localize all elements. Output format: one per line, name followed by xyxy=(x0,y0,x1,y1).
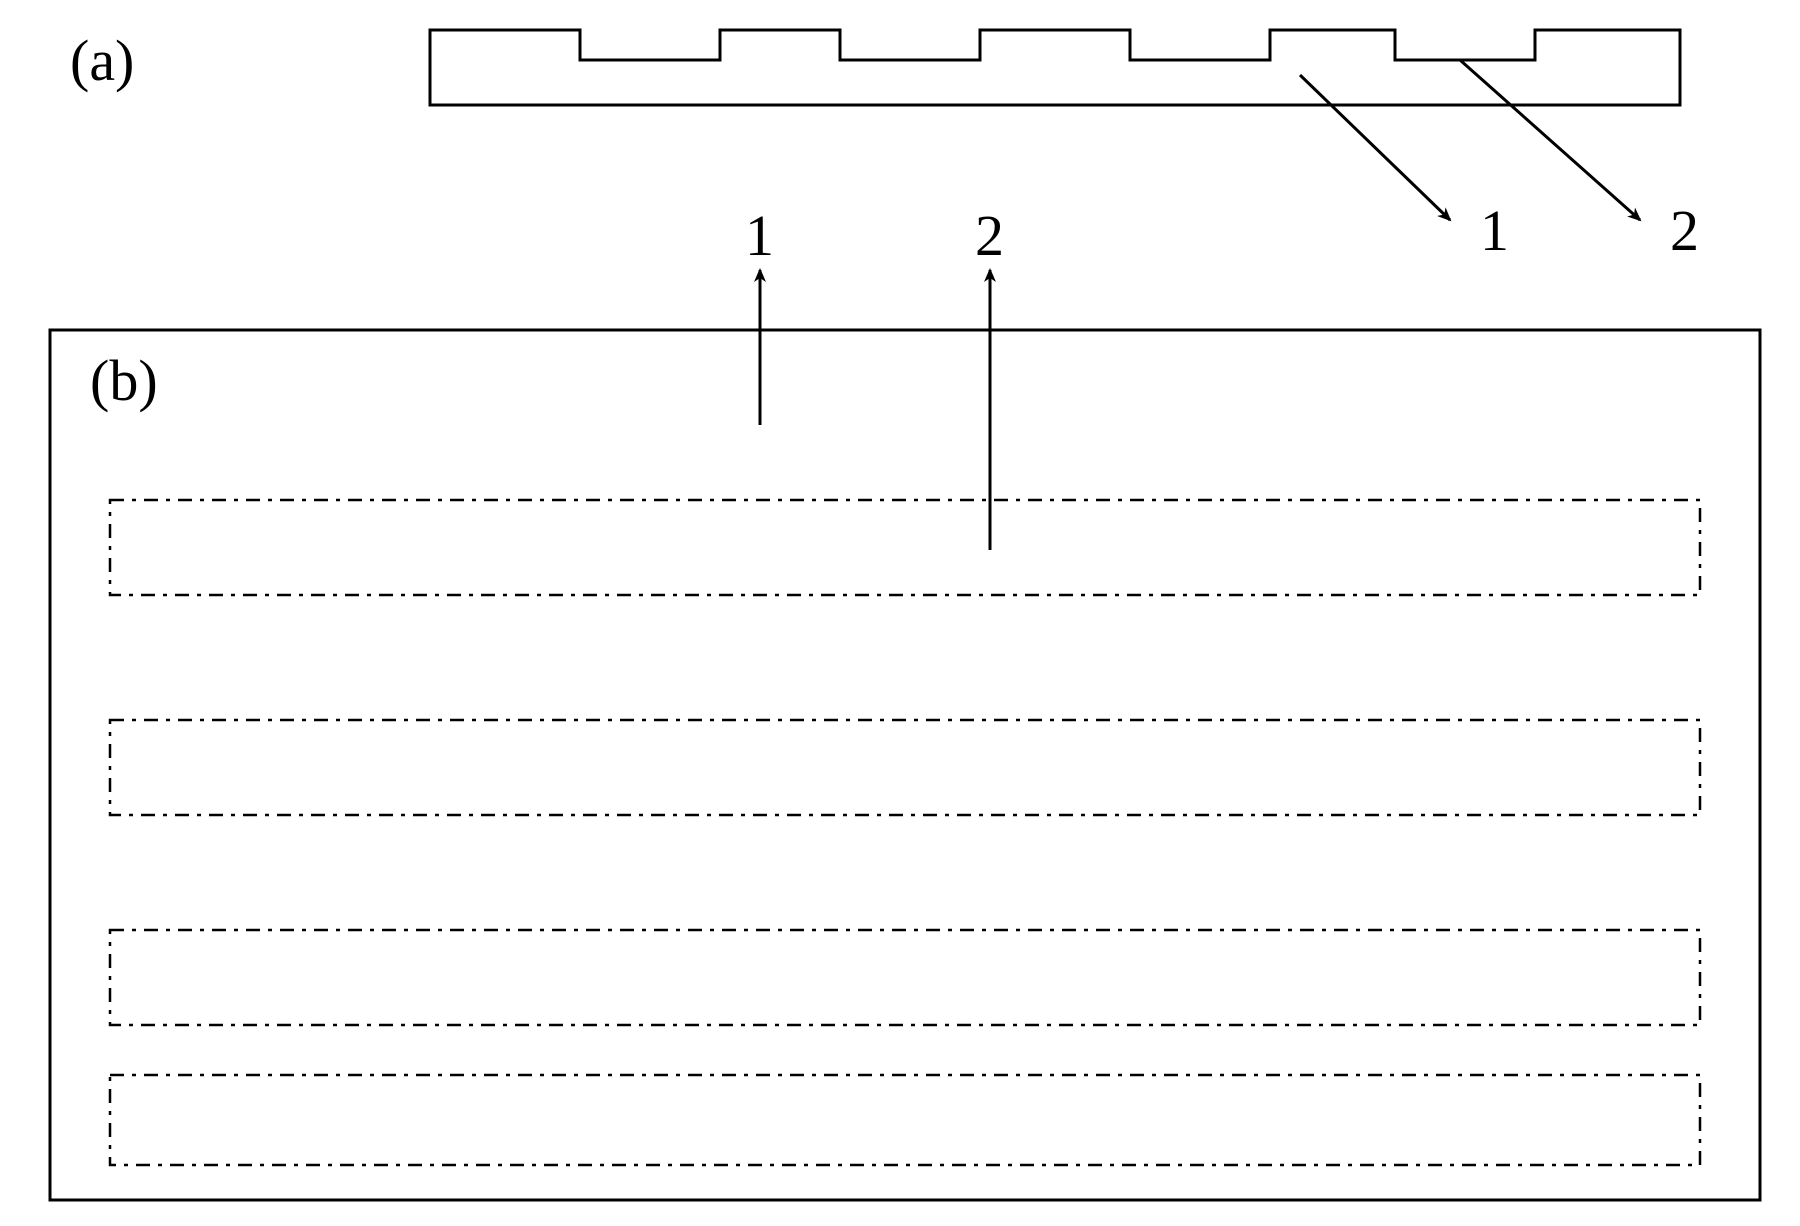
panel-a-arrow-2 xyxy=(1460,60,1640,220)
label-panel-b: (b) xyxy=(90,348,158,413)
label-b-one-0: 1 xyxy=(745,203,774,268)
panel-b-outer xyxy=(50,330,1760,1200)
panel-b xyxy=(50,270,1760,1200)
panel-a-substrate xyxy=(430,30,1680,105)
panel-a-arrow-1 xyxy=(1300,75,1450,220)
labels: (a) (b) 1 2 1 2 xyxy=(70,28,1699,413)
panel-b-channel-4 xyxy=(110,1075,1700,1165)
label-a-one-0: 1 xyxy=(1480,198,1509,263)
panel-b-channel-3 xyxy=(110,930,1700,1025)
panel-b-channel-2 xyxy=(110,720,1700,815)
label-panel-a: (a) xyxy=(70,28,134,93)
label-a-two-1: 2 xyxy=(1670,198,1699,263)
diagram-root: (a) (b) 1 2 1 2 xyxy=(0,0,1800,1226)
label-b-two-1: 2 xyxy=(975,203,1004,268)
panel-b-channel-1 xyxy=(110,500,1700,595)
panel-a xyxy=(430,30,1680,220)
